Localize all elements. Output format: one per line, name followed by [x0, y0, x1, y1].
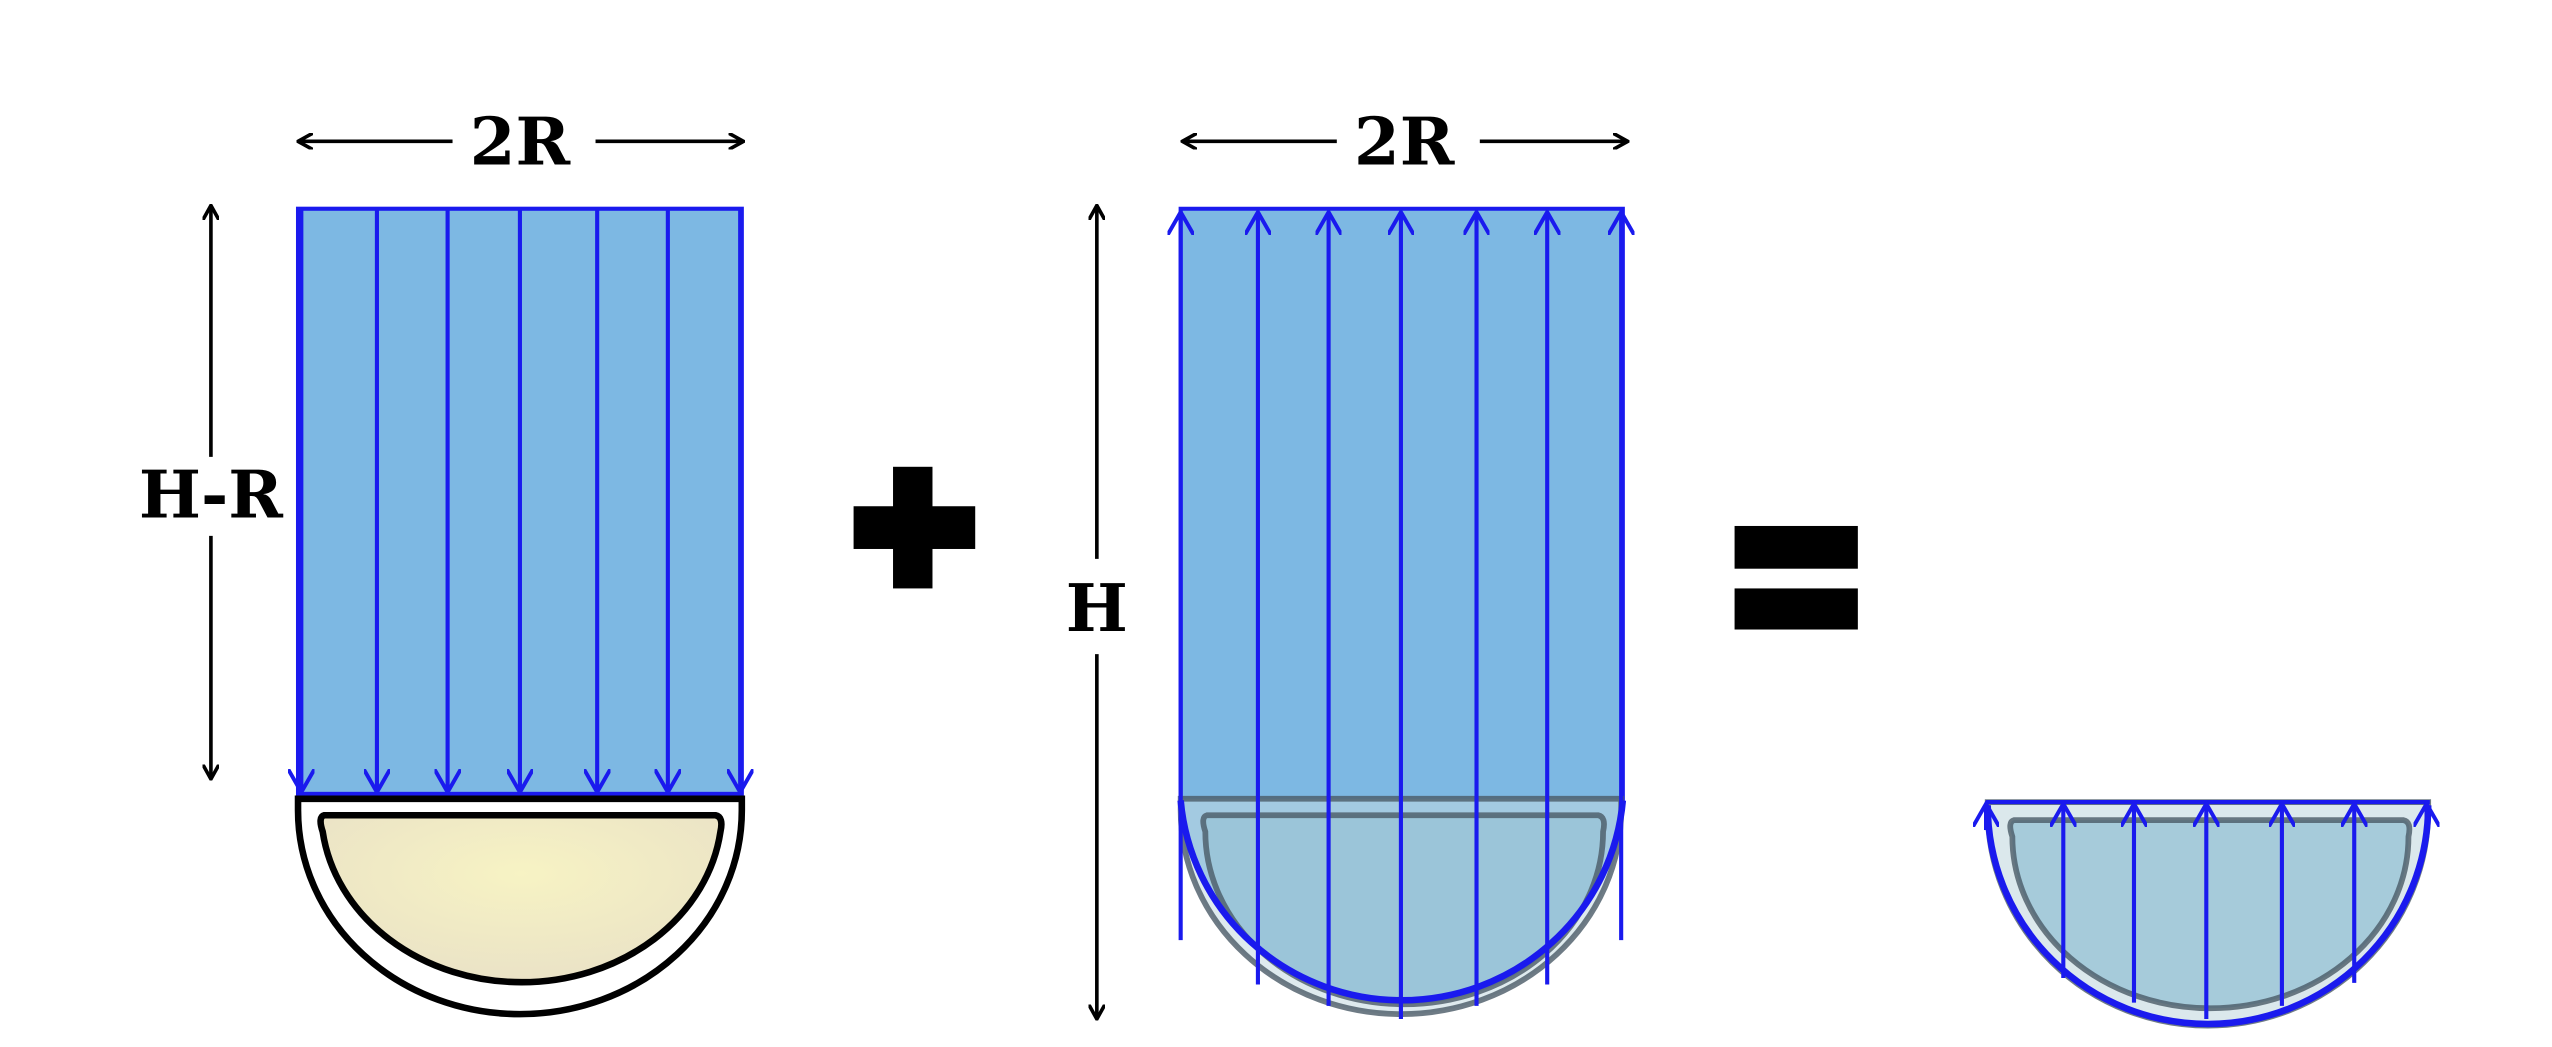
panel-right — [1986, 799, 2430, 1029]
width-label-left: 2R — [470, 102, 572, 180]
height-label-middle: H — [1066, 569, 1128, 647]
height-label-left: H-R — [139, 456, 284, 534]
dome-shell-left — [294, 795, 746, 1018]
width-dimension-left: 2R — [298, 102, 743, 180]
height-dimension-left: H-R — [139, 205, 284, 779]
pressure-arrows-middle — [1181, 212, 1621, 1020]
equals-sign — [1734, 525, 1858, 630]
pressure-arrows-right — [1986, 804, 2426, 1020]
width-dimension-middle: 2R — [1182, 102, 1627, 180]
panel-left: 2R H-R — [139, 102, 746, 1018]
plus-sign — [853, 466, 976, 589]
height-dimension-middle: H — [1066, 205, 1128, 1019]
pressure-arrows-left — [301, 208, 740, 792]
panel-middle: 2R H — [1066, 102, 1628, 1019]
width-label-middle: 2R — [1354, 102, 1456, 180]
